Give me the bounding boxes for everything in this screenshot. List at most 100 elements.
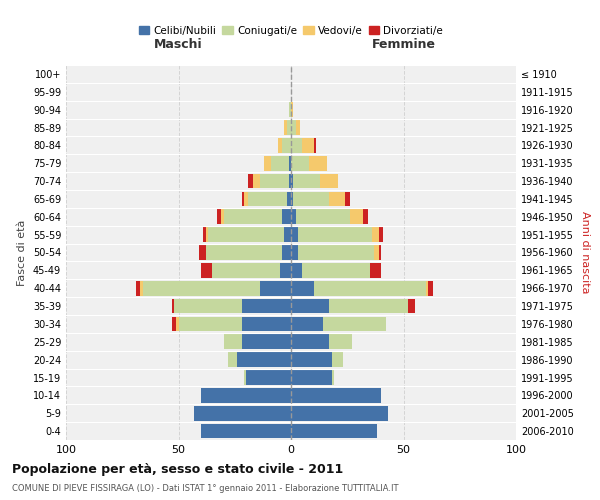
Bar [291, 281, 314, 295]
Bar [248, 192, 287, 206]
Bar [260, 281, 291, 295]
Bar [291, 138, 302, 152]
Bar [291, 228, 298, 242]
Bar [314, 281, 426, 295]
Bar [203, 228, 205, 242]
Bar [296, 210, 349, 224]
Bar [379, 245, 381, 260]
Bar [331, 370, 334, 385]
Bar [201, 424, 291, 438]
Text: Maschi: Maschi [154, 38, 203, 51]
Bar [244, 370, 246, 385]
Bar [282, 210, 291, 224]
Y-axis label: Anni di nascita: Anni di nascita [580, 211, 590, 294]
Bar [221, 210, 223, 224]
Bar [241, 334, 291, 349]
Y-axis label: Fasce di età: Fasce di età [17, 220, 27, 286]
Bar [291, 102, 293, 117]
Bar [296, 120, 300, 135]
Bar [199, 245, 205, 260]
Bar [289, 102, 291, 117]
Bar [349, 210, 363, 224]
Legend: Celibi/Nubili, Coniugati/e, Vedovi/e, Divorziati/e: Celibi/Nubili, Coniugati/e, Vedovi/e, Di… [134, 22, 448, 40]
Bar [172, 316, 176, 331]
Bar [176, 316, 179, 331]
Bar [291, 192, 293, 206]
Bar [291, 263, 302, 278]
Text: COMUNE DI PIEVE FISSIRAGA (LO) - Dati ISTAT 1° gennaio 2011 - Elaborazione TUTTI: COMUNE DI PIEVE FISSIRAGA (LO) - Dati IS… [12, 484, 398, 493]
Bar [194, 406, 291, 420]
Bar [143, 281, 260, 295]
Bar [253, 174, 260, 188]
Bar [314, 138, 316, 152]
Bar [174, 298, 241, 314]
Bar [289, 156, 291, 170]
Bar [289, 174, 291, 188]
Bar [241, 316, 291, 331]
Bar [287, 120, 291, 135]
Bar [323, 316, 386, 331]
Bar [284, 228, 291, 242]
Bar [228, 352, 237, 367]
Bar [212, 263, 280, 278]
Bar [291, 120, 296, 135]
Bar [329, 192, 345, 206]
Bar [291, 174, 293, 188]
Bar [241, 192, 244, 206]
Bar [205, 245, 282, 260]
Bar [291, 316, 323, 331]
Bar [363, 210, 367, 224]
Bar [223, 210, 282, 224]
Bar [302, 263, 370, 278]
Bar [282, 138, 291, 152]
Bar [201, 388, 291, 402]
Text: Popolazione per età, sesso e stato civile - 2011: Popolazione per età, sesso e stato civil… [12, 462, 343, 475]
Bar [370, 263, 381, 278]
Bar [140, 281, 143, 295]
Bar [428, 281, 433, 295]
Bar [172, 298, 174, 314]
Bar [372, 228, 379, 242]
Bar [291, 334, 329, 349]
Bar [223, 334, 241, 349]
Bar [293, 192, 329, 206]
Bar [329, 334, 352, 349]
Bar [246, 370, 291, 385]
Bar [287, 192, 291, 206]
Bar [329, 298, 408, 314]
Bar [298, 228, 372, 242]
Bar [291, 388, 381, 402]
Bar [136, 281, 140, 295]
Bar [205, 228, 208, 242]
Bar [271, 156, 289, 170]
Bar [302, 138, 314, 152]
Bar [208, 228, 284, 242]
Bar [298, 245, 374, 260]
Bar [284, 120, 287, 135]
Bar [291, 424, 377, 438]
Text: Femmine: Femmine [371, 38, 436, 51]
Bar [241, 298, 291, 314]
Bar [264, 156, 271, 170]
Bar [374, 245, 379, 260]
Bar [291, 370, 331, 385]
Bar [379, 228, 383, 242]
Bar [291, 245, 298, 260]
Bar [331, 352, 343, 367]
Bar [293, 174, 320, 188]
Bar [282, 245, 291, 260]
Bar [244, 192, 248, 206]
Bar [291, 352, 331, 367]
Bar [291, 210, 296, 224]
Bar [237, 352, 291, 367]
Bar [320, 174, 338, 188]
Bar [201, 263, 212, 278]
Bar [217, 210, 221, 224]
Bar [291, 156, 309, 170]
Bar [291, 406, 388, 420]
Bar [277, 138, 282, 152]
Bar [309, 156, 327, 170]
Bar [408, 298, 415, 314]
Bar [248, 174, 253, 188]
Bar [280, 263, 291, 278]
